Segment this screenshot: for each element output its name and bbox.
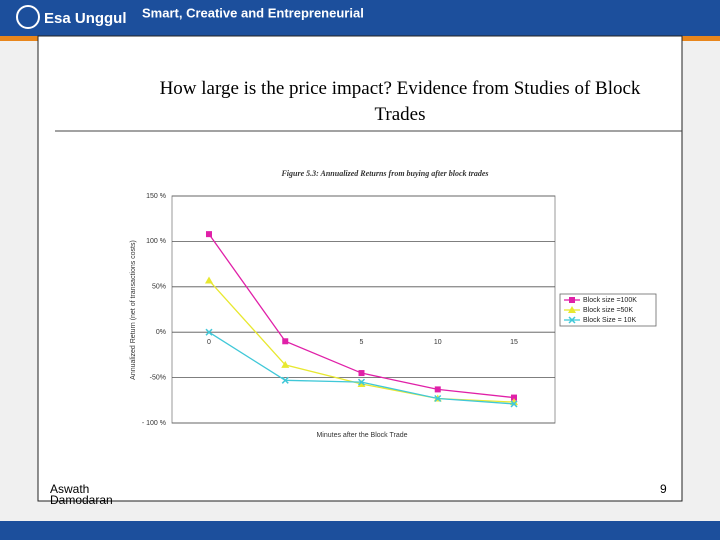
marker	[206, 231, 212, 238]
marker	[282, 338, 289, 345]
heading: How large is the price impact? Evidence …	[159, 78, 641, 125]
marker	[357, 378, 366, 386]
y-axis-label: Annualized Return (net of transactions c…	[130, 240, 137, 380]
legend-marker	[568, 316, 576, 324]
x-tick-label: 5	[360, 339, 364, 346]
legend-marker	[568, 306, 576, 313]
y-tick-label: - 100 %	[142, 420, 166, 427]
x-tick-label: 10	[434, 339, 442, 346]
marker	[358, 370, 365, 377]
logo-icon	[16, 5, 40, 29]
header-bar	[0, 0, 720, 36]
legend-marker	[569, 297, 575, 303]
marker	[205, 276, 213, 284]
author: Aswath Damodaran	[50, 482, 113, 507]
tagline: Smart, Creative and Entrepreneurial	[142, 5, 364, 20]
footer-bar	[0, 521, 720, 540]
marker	[511, 394, 517, 401]
marker	[434, 394, 442, 403]
x-axis-label: Minutes after the Block Trade	[316, 432, 407, 439]
x-tick-label: 15	[510, 339, 518, 346]
y-tick-label: 0%	[156, 329, 166, 336]
x-tick-label: 0	[207, 339, 211, 346]
marker	[510, 400, 518, 408]
marker	[281, 360, 290, 368]
marker	[281, 376, 289, 384]
y-tick-label: -50%	[150, 374, 166, 381]
y-tick-label: 50%	[152, 284, 166, 291]
legend-label: Block size =50K	[583, 307, 633, 314]
y-tick-label: 100 %	[146, 238, 166, 245]
marker	[205, 328, 213, 336]
logo: Esa Unggul	[44, 10, 127, 27]
chart-title: Figure 5.3: Annualized Returns from buyi…	[280, 169, 488, 178]
plot-area	[171, 195, 556, 424]
marker	[357, 379, 366, 387]
legend-label: Block size =100K	[583, 297, 637, 304]
page-number: 9	[660, 482, 667, 496]
y-tick-label: 150 %	[146, 193, 166, 200]
marker	[434, 386, 441, 393]
legend-label: Block Size = 10K	[583, 317, 636, 324]
